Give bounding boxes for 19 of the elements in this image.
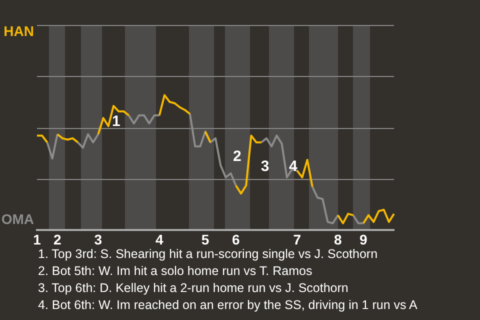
x-tick-label: 8 <box>334 231 342 248</box>
x-tick-label: 9 <box>360 231 368 248</box>
x-tick-label: 2 <box>54 231 62 248</box>
x-tick-label: 3 <box>94 231 102 248</box>
text: OMA <box>1 211 34 227</box>
text: 3. Top 6th: D. Kelley hit a 2-run home run vs J. Scothorn <box>38 280 350 297</box>
annotation: 1 <box>112 112 120 130</box>
x-tick-label: 4 <box>156 231 164 248</box>
annotation: 2 <box>232 148 242 166</box>
text: 2. Bot 5th: W. Im hit a solo home run vs T. Ramos <box>38 263 314 280</box>
annotation: 4 <box>289 158 298 176</box>
annotation: 3 <box>260 158 270 176</box>
text: HAN <box>4 23 34 39</box>
x-tick-label: 6 <box>232 231 240 248</box>
text: 4. Bot 6th: W. Im reached on an error by the SS, driving in 1 run vs A <box>38 297 418 314</box>
text: 1. Top 3rd: S. Shearing hit a run-scoring single vs J. Scothorn <box>38 246 379 263</box>
x-tick-label: 1 <box>33 231 42 248</box>
x-tick-label: 7 <box>293 231 302 248</box>
x-tick-label: 5 <box>201 231 210 248</box>
